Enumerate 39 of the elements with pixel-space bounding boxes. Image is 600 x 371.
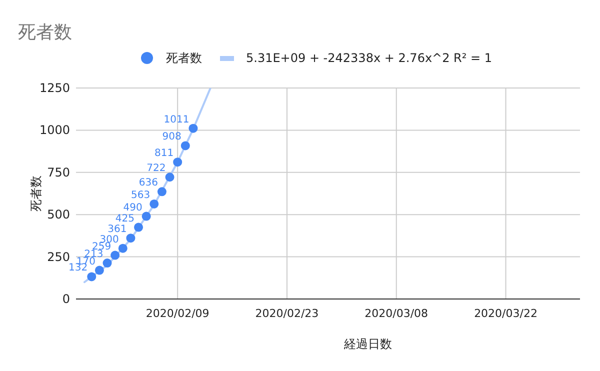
y-tick-label: 750 bbox=[47, 165, 70, 180]
point bbox=[150, 199, 159, 208]
data-label: 563 bbox=[131, 190, 150, 201]
data-label: 425 bbox=[115, 213, 135, 224]
data-label: 1011 bbox=[164, 114, 190, 126]
x-tick-label: 2020/02/09 bbox=[146, 307, 210, 320]
legend-label: 5.31E+09 + -242338x + 2.76x^2 R² = 1 bbox=[246, 51, 492, 65]
point bbox=[94, 266, 104, 275]
point bbox=[126, 234, 136, 243]
y-tick-label: 1000 bbox=[39, 123, 70, 138]
data-label: 132 bbox=[68, 262, 88, 274]
point bbox=[118, 244, 128, 253]
point bbox=[110, 250, 120, 260]
point bbox=[188, 124, 198, 133]
x-tick-label: 2020/03/22 bbox=[474, 307, 538, 320]
y-tick-label: 500 bbox=[47, 208, 70, 222]
y-tick-label: 0 bbox=[62, 292, 70, 306]
point bbox=[157, 187, 166, 196]
y-tick-label: 250 bbox=[47, 250, 70, 264]
y-axis-title: 死者数 bbox=[29, 176, 43, 212]
data-label: 908 bbox=[162, 132, 182, 143]
legend-label: 死者数 bbox=[166, 51, 202, 65]
point bbox=[142, 212, 151, 221]
data-label: 490 bbox=[123, 202, 142, 214]
chart-title: 死者数 bbox=[18, 22, 72, 43]
point bbox=[102, 258, 112, 268]
data-label: 361 bbox=[108, 224, 127, 236]
data-label: 636 bbox=[138, 178, 158, 189]
x-axis-title: 経過日数 bbox=[343, 337, 392, 351]
y-tick-label: 1250 bbox=[39, 81, 70, 95]
point bbox=[87, 272, 96, 282]
point bbox=[165, 172, 174, 182]
data-label: 811 bbox=[154, 148, 174, 160]
point bbox=[134, 222, 144, 232]
x-tick-label: 2020/03/08 bbox=[364, 307, 428, 320]
x-tick-label: 2020/02/23 bbox=[255, 307, 319, 320]
point bbox=[180, 141, 190, 150]
point bbox=[173, 158, 182, 167]
data-label: 722 bbox=[146, 163, 166, 174]
